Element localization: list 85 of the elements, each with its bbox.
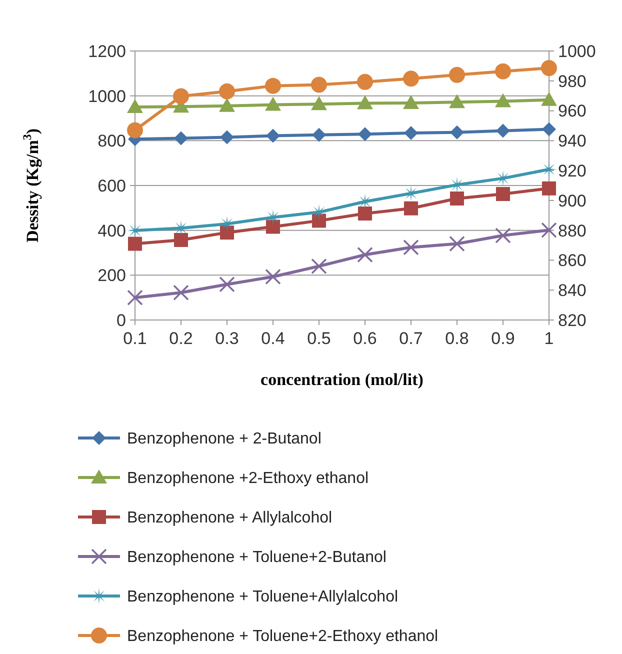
point bbox=[358, 206, 372, 221]
x-tick-label: 1 bbox=[544, 329, 554, 348]
point bbox=[403, 185, 419, 202]
point bbox=[541, 222, 557, 238]
legend-label: Benzophenone + Toluene+2-Ethoxy ethanol bbox=[127, 628, 438, 646]
legend-label: Benzophenone + 2-Butanol bbox=[127, 430, 322, 448]
point bbox=[404, 201, 418, 216]
point bbox=[220, 130, 234, 144]
x-tick-label: 0.2 bbox=[169, 329, 193, 348]
point bbox=[404, 126, 418, 140]
point bbox=[219, 83, 235, 100]
point bbox=[312, 128, 326, 142]
point bbox=[311, 76, 327, 93]
point bbox=[174, 232, 188, 247]
point bbox=[174, 131, 188, 146]
y2-tick-label: 940 bbox=[558, 132, 586, 151]
point bbox=[403, 239, 419, 256]
y2-tick-label: 1000 bbox=[558, 42, 596, 61]
point bbox=[265, 78, 281, 94]
point bbox=[265, 268, 281, 285]
legend-label: Benzophenone + Toluene+2-Butanol bbox=[127, 549, 386, 566]
y-tick-label: 600 bbox=[98, 176, 126, 196]
point bbox=[449, 236, 465, 252]
x-axis-title: concentration (mol/lit) bbox=[260, 370, 424, 389]
point bbox=[496, 124, 510, 138]
y2-tick-label: 900 bbox=[558, 191, 586, 210]
point bbox=[173, 284, 189, 301]
point bbox=[357, 194, 373, 210]
point bbox=[265, 96, 281, 111]
point bbox=[358, 127, 372, 142]
point bbox=[542, 122, 556, 136]
point bbox=[450, 125, 464, 140]
legend-label: Benzophenone +2-Ethoxy ethanol bbox=[127, 470, 369, 488]
point bbox=[403, 70, 419, 87]
x-tick-label: 0.7 bbox=[399, 329, 423, 348]
point bbox=[311, 258, 327, 274]
point bbox=[357, 246, 373, 263]
point bbox=[541, 92, 557, 106]
y2-tick-label: 920 bbox=[558, 162, 586, 181]
x-tick-label: 0.3 bbox=[215, 329, 239, 348]
point bbox=[403, 95, 419, 110]
legend-label: Benzophenone + Toluene+Allylalcohol bbox=[127, 588, 398, 606]
point bbox=[450, 192, 464, 206]
y-tick-label: 1200 bbox=[88, 42, 126, 61]
point bbox=[219, 276, 235, 292]
legend-label: Benzophenone + Allylalcohol bbox=[127, 510, 332, 527]
y2-tick-label: 960 bbox=[558, 102, 586, 121]
point bbox=[542, 181, 556, 196]
point bbox=[541, 161, 557, 178]
point bbox=[127, 122, 143, 138]
y-tick-label: 0 bbox=[116, 310, 126, 330]
y2-tick-label: 980 bbox=[558, 72, 586, 91]
y-tick-label: 200 bbox=[98, 266, 126, 286]
point bbox=[266, 220, 280, 234]
point bbox=[128, 236, 142, 251]
point bbox=[449, 66, 465, 83]
y-tick-label: 800 bbox=[98, 132, 126, 151]
y-tick-label: 1000 bbox=[88, 86, 126, 106]
point bbox=[495, 93, 511, 108]
point bbox=[449, 94, 465, 108]
x-tick-label: 0.4 bbox=[261, 329, 285, 348]
point bbox=[127, 99, 143, 114]
point bbox=[173, 88, 189, 104]
x-tick-label: 0.5 bbox=[307, 329, 331, 348]
y2-tick-label: 820 bbox=[558, 310, 586, 330]
y2-tick-label: 860 bbox=[558, 251, 586, 270]
y2-tick-label: 840 bbox=[558, 281, 586, 300]
x-tick-label: 0.9 bbox=[491, 329, 515, 348]
y-tick-label: 400 bbox=[98, 221, 126, 240]
point bbox=[220, 226, 234, 240]
point bbox=[495, 63, 511, 80]
x-tick-label: 0.6 bbox=[353, 329, 377, 348]
point bbox=[266, 128, 280, 143]
point bbox=[495, 228, 511, 244]
point bbox=[127, 290, 143, 306]
point bbox=[311, 96, 327, 110]
x-tick-label: 0.8 bbox=[445, 329, 469, 348]
point bbox=[312, 214, 326, 228]
point bbox=[541, 60, 557, 76]
y2-tick-label: 880 bbox=[558, 221, 586, 240]
x-tick-label: 0.1 bbox=[123, 329, 147, 348]
point bbox=[357, 74, 373, 90]
point bbox=[496, 187, 510, 202]
point bbox=[357, 95, 373, 110]
point bbox=[219, 98, 235, 112]
